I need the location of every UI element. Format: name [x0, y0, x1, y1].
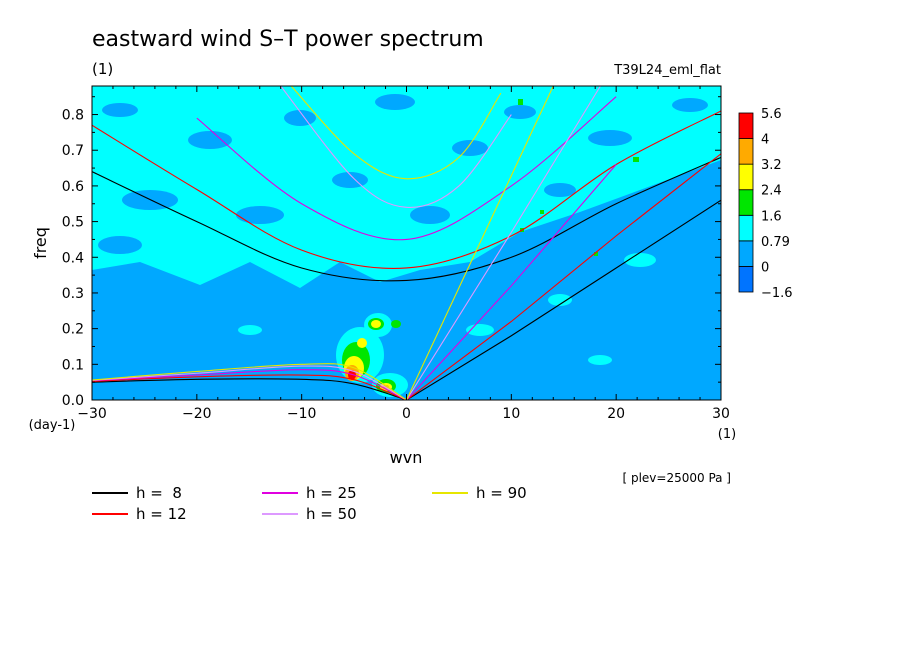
colorbar-label: 2.4 [761, 184, 782, 199]
eig-curve-h90 [290, 86, 502, 180]
power-patch [672, 98, 708, 112]
colorbar-swatch [738, 266, 754, 293]
y-tick-label: 0.8 [62, 108, 84, 124]
colorbar-label: 3.2 [761, 158, 782, 173]
legend-label-h8: h = 8 [136, 484, 182, 502]
power-spot [594, 252, 598, 256]
colorbar-swatch [738, 189, 754, 216]
power-patch [588, 130, 632, 146]
plot-area [91, 85, 722, 401]
eig-curve-h50 [280, 86, 512, 208]
x-tick-label: 30 [712, 406, 730, 422]
kelvin-curve-h90 [406, 86, 554, 400]
kelvin-curve-h8 [406, 199, 721, 400]
y-tick-label: 0.2 [62, 322, 84, 338]
plev-annotation: [ plev=25000 Pa ] [622, 471, 731, 485]
dispersion-curves [92, 86, 721, 400]
rossby-curve-h25 [92, 369, 407, 400]
colorbar-swatch [738, 138, 754, 165]
y-tick-label: 0.4 [62, 250, 84, 266]
power-patch [410, 206, 450, 224]
y-axis-unit: (day-1) [29, 418, 76, 433]
power-patch [238, 325, 262, 335]
legend-label-h90: h = 90 [476, 484, 527, 502]
y-axis: 0.0 0.1 0.2 0.3 0.4 0.5 0.6 0.7 0.8 [62, 96, 721, 409]
power-peak-region [391, 320, 401, 328]
x-axis-label: wvn [390, 448, 423, 467]
power-patch [375, 94, 415, 110]
kelvin-curve-h25 [406, 164, 617, 400]
colorbar-label: 1.6 [761, 209, 782, 224]
legend-label-h50: h = 50 [306, 505, 357, 523]
x-tick-label: 0 [402, 406, 411, 422]
kelvin-curve-h12 [406, 153, 721, 400]
colorbar-label: −1.6 [761, 286, 793, 301]
y-tick-label: 0.0 [62, 393, 84, 409]
y-tick-label: 0.7 [62, 143, 84, 159]
power-patch [504, 105, 536, 119]
eig-curve-h25 [196, 96, 617, 241]
legend: h = 8 h = 12 h = 25 h = 50 h = 90 [92, 484, 527, 523]
chart-title: eastward wind S–T power spectrum [92, 27, 484, 52]
y-tick-label: 0.3 [62, 286, 84, 302]
y-tick-label: 0.5 [62, 215, 84, 231]
eig-curve-h8 [92, 156, 721, 282]
x-tick-label: −10 [287, 406, 317, 422]
power-patch [236, 206, 284, 224]
colorbar: −1.6 0 0.79 1.6 2.4 3.2 4 5.6 [738, 107, 793, 301]
colorbar-label: 5.6 [761, 107, 782, 122]
chart-subtitle: (1) [92, 60, 113, 78]
y-tick-label: 0.1 [62, 357, 84, 373]
power-peak-region [371, 320, 381, 328]
power-patch [452, 140, 488, 156]
rossby-curve-h8 [92, 378, 407, 400]
power-spot [540, 210, 544, 214]
power-patch [98, 236, 142, 254]
colorbar-label: 0 [761, 260, 769, 275]
colorbar-swatch [738, 163, 754, 191]
power-patch [544, 183, 576, 197]
power-spot [518, 99, 523, 105]
power-patch [548, 294, 572, 306]
legend-label-h12: h = 12 [136, 505, 187, 523]
y-tick-label: 0.6 [62, 179, 84, 195]
power-patch [188, 131, 232, 149]
colorbar-swatch [738, 112, 754, 139]
x-axis-unit: (1) [718, 427, 736, 442]
y-axis-label: freq [31, 227, 50, 259]
x-axis: −30 −20 −10 0 10 20 30 [77, 86, 730, 422]
x-tick-label: −20 [182, 406, 212, 422]
run-label: T39L24_eml_flat [613, 63, 721, 78]
power-patch [102, 103, 138, 117]
power-patch [624, 253, 656, 267]
colorbar-swatch [738, 240, 754, 267]
rossby-curve-h50 [92, 365, 407, 400]
rossby-curve-h90 [92, 363, 407, 400]
colorbar-swatch [738, 214, 754, 242]
kelvin-curve-h50 [406, 86, 601, 400]
colorbar-label: 0.79 [761, 235, 790, 250]
x-tick-label: 10 [502, 406, 520, 422]
power-patch [588, 355, 612, 365]
x-tick-label: 20 [607, 406, 625, 422]
rossby-curve-h12 [92, 374, 407, 400]
colorbar-label: 4 [761, 133, 769, 148]
power-spot [633, 157, 639, 162]
x-tick-label: −30 [77, 406, 107, 422]
power-peak-region [357, 338, 367, 348]
legend-label-h25: h = 25 [306, 484, 357, 502]
